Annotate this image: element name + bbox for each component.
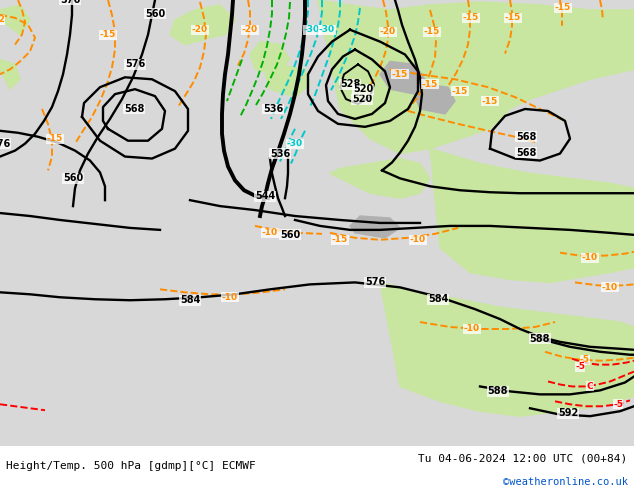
Polygon shape [0,5,30,35]
Text: -30: -30 [287,139,303,148]
Text: 560: 560 [63,173,83,183]
Text: 576: 576 [60,0,80,5]
Text: 576: 576 [0,139,10,148]
Text: -15: -15 [505,13,521,23]
Polygon shape [380,282,634,416]
Text: -15: -15 [100,30,116,39]
Polygon shape [430,148,634,282]
Polygon shape [415,84,455,114]
Text: -15: -15 [332,235,348,245]
Text: 568: 568 [516,132,536,142]
Text: -15: -15 [392,70,408,79]
Polygon shape [250,42,290,74]
Text: -10: -10 [582,253,598,262]
Text: -10: -10 [464,324,480,334]
Text: 576: 576 [125,59,145,70]
Text: 576: 576 [365,277,385,288]
Text: -5: -5 [580,355,590,364]
Text: -20: -20 [242,25,258,34]
Text: -30: -30 [319,25,335,34]
Polygon shape [190,5,235,40]
Text: Height/Temp. 500 hPa [gdmp][°C] ECMWF: Height/Temp. 500 hPa [gdmp][°C] ECMWF [6,461,256,471]
Text: 520: 520 [353,84,373,94]
Text: -15: -15 [424,27,440,36]
Text: -15: -15 [452,87,468,96]
Text: 520: 520 [352,94,372,104]
Text: 560: 560 [145,9,165,19]
Text: -15: -15 [463,13,479,23]
Text: -15: -15 [47,134,63,143]
Text: Tu 04-06-2024 12:00 UTC (00+84): Tu 04-06-2024 12:00 UTC (00+84) [418,453,628,463]
Polygon shape [380,61,425,94]
Text: 528: 528 [340,79,360,89]
Text: -5: -5 [575,362,585,371]
Text: -30: -30 [304,25,320,34]
Polygon shape [318,0,634,153]
Text: 592: 592 [558,408,578,418]
Text: -15: -15 [482,97,498,105]
Polygon shape [265,64,310,97]
Text: 536: 536 [270,148,290,159]
Text: 584: 584 [428,294,448,304]
Polygon shape [330,159,430,198]
Text: -20: -20 [192,25,208,34]
Text: -5: -5 [613,400,623,409]
Text: 588: 588 [488,387,508,396]
Text: 544: 544 [255,191,275,201]
Polygon shape [350,216,400,238]
Text: 568: 568 [516,147,536,158]
Text: -10: -10 [602,283,618,292]
Text: ©weatheronline.co.uk: ©weatheronline.co.uk [503,477,628,487]
Polygon shape [170,10,210,45]
Text: -15: -15 [422,80,438,89]
Text: C: C [586,382,593,391]
Text: 588: 588 [530,334,550,344]
Text: -10: -10 [262,228,278,237]
Text: -10: -10 [410,235,426,245]
Text: -15: -15 [555,3,571,12]
Text: -2: -2 [0,15,5,24]
Text: -20: -20 [380,27,396,36]
Text: 584: 584 [180,295,200,305]
Text: 536: 536 [263,104,283,114]
Text: 560: 560 [280,230,300,240]
Text: 568: 568 [124,104,144,114]
Polygon shape [0,59,20,89]
Text: -10: -10 [222,293,238,302]
